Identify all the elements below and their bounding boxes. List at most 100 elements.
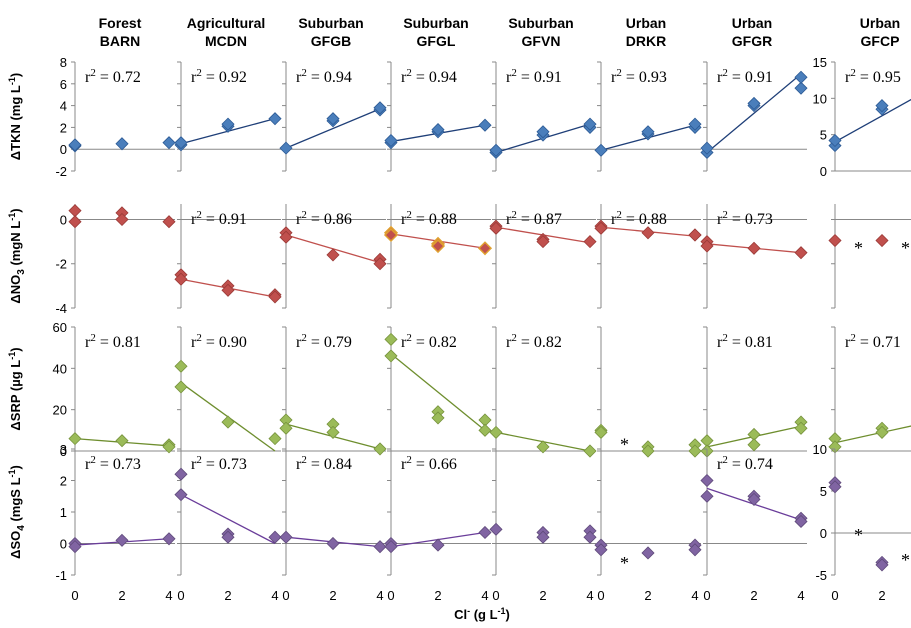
y-tick-label: 6 [60,77,67,92]
data-point-5 [583,117,597,131]
y-tick-label: 15 [813,55,827,70]
fit-line [390,353,486,431]
data-point-4 [373,442,387,456]
data-point-3 [326,425,340,439]
data-point-5 [794,514,808,529]
panel-2-0: 0 20 40 60 r2 = 0.81 [53,320,176,459]
data-point-1 [115,434,129,448]
data-point-3 [875,558,889,572]
x-tick-label: 0 [387,588,394,603]
data-point-2 [115,533,129,547]
r-squared-label: r2 = 0.73 [191,454,247,473]
x-tick-label: 2 [434,588,441,603]
fit-line [834,425,911,444]
r-squared-label: r2 = 0.86 [296,209,352,228]
r-squared-label: r2 = 0.81 [85,332,141,351]
data-point-0 [700,473,714,488]
data-point-2 [641,546,655,560]
data-point-3 [268,432,282,446]
data-point-2 [747,241,761,255]
r-squared-label: r2 = 0.74 [717,454,773,473]
panel-3-6: r2 = 0.74 0 2 4 [700,448,808,603]
significance-star-0: * [854,525,863,545]
row-label-0: ΔTKN (mg L-1) [7,73,23,160]
data-point-3 [162,136,176,150]
panel-3-2: r2 = 0.84 0 2 4 [279,448,387,603]
x-tick-label: 2 [539,588,546,603]
column-subtitle-1: MCDN [205,33,247,49]
panel-3-3: r2 = 0.66 0 2 4 [384,448,492,603]
panel-2-4: r2 = 0.82 [489,326,597,458]
data-point-3 [875,425,889,439]
data-point-1 [875,233,889,248]
data-point-3 [115,212,129,227]
panel-2-2: r2 = 0.79 [279,326,387,456]
significance-star-1: * [901,550,910,570]
data-point-1 [384,349,398,363]
fit-line [706,73,802,153]
data-point-4 [268,112,282,126]
panel-3-1: r2 = 0.73 0 2 4 [174,448,282,603]
fit-line [834,98,911,143]
data-point-1 [384,540,398,554]
data-point-1 [700,489,714,503]
data-point-3 [747,492,761,506]
data-point-4 [268,530,282,544]
data-point-3 [430,238,446,254]
y-tick-label: 0 [820,164,827,179]
data-point-1 [383,227,399,243]
data-point-1 [594,543,608,557]
column-title-7: Urban [860,15,900,31]
y-tick-label: 8 [60,55,67,70]
x-tick-label: 4 [586,588,593,603]
r-squared-label: r2 = 0.91 [191,209,247,228]
data-point-0 [828,233,842,248]
data-point-1 [384,133,398,148]
fit-line [180,494,276,545]
panel-0-4: r2 = 0.91 [489,61,597,172]
y-tick-label: 0 [60,537,67,552]
column-title-0: Forest [99,15,142,31]
r-squared-label: r2 = 0.91 [506,67,562,86]
data-point-3 [431,411,445,425]
row-label-2: ΔSRP (µg L-1) [7,347,23,430]
r-squared-label: r2 = 0.72 [85,67,141,86]
r-squared-label: r2 = 0.82 [506,332,562,351]
x-tick-label: 0 [703,588,710,603]
data-point-5 [794,421,808,435]
y-tick-label: 60 [53,320,67,335]
r-squared-label: r2 = 0.82 [401,332,457,351]
x-tick-label: 0 [831,588,838,603]
fit-line [285,108,381,149]
x-tick-label: 2 [118,588,125,603]
x-tick-label: 0 [597,588,604,603]
data-point-0 [279,530,293,544]
x-tick-label: 0 [282,588,289,603]
y-tick-label: 3 [60,442,67,457]
data-point-2 [641,125,655,139]
data-point-5 [268,290,282,304]
panel-1-5: r2 = 0.88 [594,204,702,309]
data-point-1 [536,440,550,454]
x-tick-label: 4 [271,588,278,603]
significance-star-0: * [854,238,863,258]
data-point-1 [68,215,82,229]
column-subtitle-2: GFGB [311,33,351,49]
x-tick-label: 0 [492,588,499,603]
x-tick-label: 4 [165,588,172,603]
data-point-4 [373,257,387,271]
data-point-3 [478,525,492,540]
data-point-3 [875,99,889,113]
x-tick-label: 4 [797,588,804,603]
data-point-1 [700,141,714,155]
r-squared-label: r2 = 0.73 [717,209,773,228]
data-point-1 [174,272,188,286]
r-squared-label: r2 = 0.91 [717,67,773,86]
data-point-3 [221,283,235,297]
data-point-2 [536,530,550,544]
column-title-5: Urban [626,15,666,31]
panel-2-3: r2 = 0.82 [384,326,492,452]
